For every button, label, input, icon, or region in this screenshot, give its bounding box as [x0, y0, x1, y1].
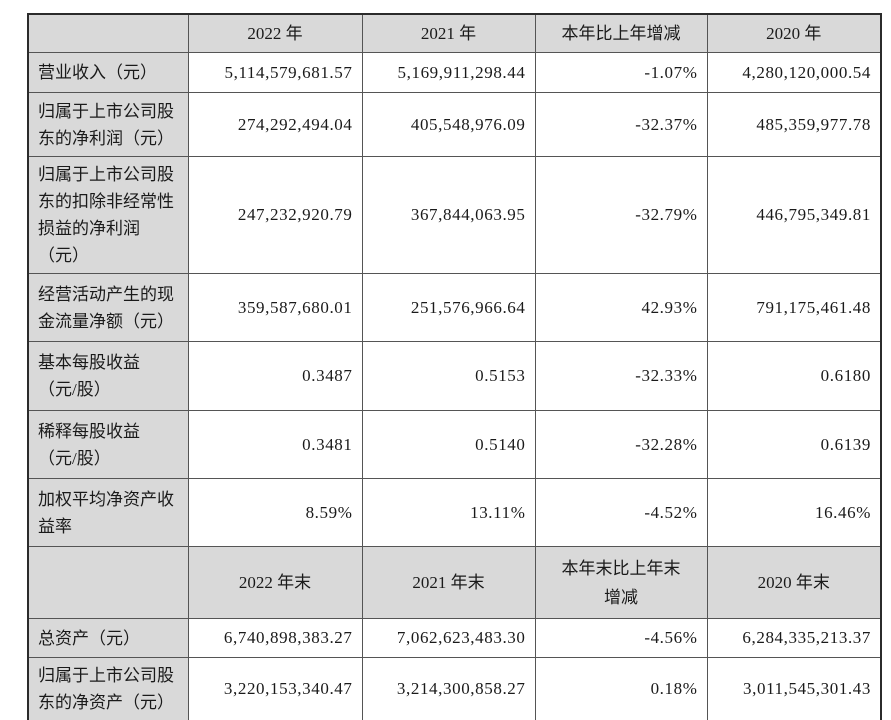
table-row-operating-cash-flow: 经营活动产生的现 金流量净额（元） 359,587,680.01 251,576…: [27, 273, 882, 342]
value-2021: 0.5140: [361, 410, 536, 479]
header-row-yearend: 2022 年末 2021 年末 本年末比上年末 增减 2020 年末: [27, 546, 882, 619]
value-change: -4.56%: [534, 618, 708, 658]
header-yoy-change: 本年比上年增减: [534, 13, 708, 53]
header-blank-cell: [27, 546, 189, 619]
row-label: 总资产（元）: [27, 618, 189, 658]
value-2020: 791,175,461.48: [706, 273, 882, 342]
value-2021: 5,169,911,298.44: [361, 52, 536, 93]
value-2021: 7,062,623,483.30: [361, 618, 536, 658]
table-row-diluted-eps: 稀释每股收益 （元/股） 0.3481 0.5140 -32.28% 0.613…: [27, 410, 882, 479]
value-2022: 5,114,579,681.57: [187, 52, 363, 93]
row-label: 稀释每股收益 （元/股）: [27, 410, 189, 479]
value-2020: 0.6139: [706, 410, 882, 479]
financial-summary-table: 2022 年 2021 年 本年比上年增减 2020 年 营业收入（元） 5,1…: [27, 13, 882, 720]
value-change: -32.37%: [534, 92, 708, 157]
header-2021: 2021 年: [361, 13, 536, 53]
value-2021: 0.5153: [361, 341, 536, 411]
row-label: 加权平均净资产收 益率: [27, 478, 189, 547]
header-blank-cell: [27, 13, 189, 53]
value-2021: 3,214,300,858.27: [361, 657, 536, 720]
value-2021: 405,548,976.09: [361, 92, 536, 157]
value-2020: 3,011,545,301.43: [706, 657, 882, 720]
row-label: 归属于上市公司股 东的扣除非经常性 损益的净利润 （元）: [27, 156, 189, 274]
value-2020: 485,359,977.78: [706, 92, 882, 157]
table-row-net-assets: 归属于上市公司股 东的净资产（元） 3,220,153,340.47 3,214…: [27, 657, 882, 720]
table-row-basic-eps: 基本每股收益 （元/股） 0.3487 0.5153 -32.33% 0.618…: [27, 341, 882, 411]
value-change: -32.28%: [534, 410, 708, 479]
table-row-operating-revenue: 营业收入（元） 5,114,579,681.57 5,169,911,298.4…: [27, 52, 882, 93]
value-2022: 359,587,680.01: [187, 273, 363, 342]
row-label: 归属于上市公司股 东的净资产（元）: [27, 657, 189, 720]
value-2020: 16.46%: [706, 478, 882, 547]
value-2022: 0.3481: [187, 410, 363, 479]
header-2020: 2020 年: [706, 13, 882, 53]
value-change: 0.18%: [534, 657, 708, 720]
value-change: -32.33%: [534, 341, 708, 411]
header-yearend-change: 本年末比上年末 增减: [534, 546, 708, 619]
value-2020: 446,795,349.81: [706, 156, 882, 274]
value-2022: 8.59%: [187, 478, 363, 547]
table-row-weighted-avg-roe: 加权平均净资产收 益率 8.59% 13.11% -4.52% 16.46%: [27, 478, 882, 547]
header-2020-yearend: 2020 年末: [706, 546, 882, 619]
value-2020: 4,280,120,000.54: [706, 52, 882, 93]
value-2020: 0.6180: [706, 341, 882, 411]
table-row-net-profit: 归属于上市公司股 东的净利润（元） 274,292,494.04 405,548…: [27, 92, 882, 157]
row-label: 营业收入（元）: [27, 52, 189, 93]
table-row-net-profit-excl-nonrecurring: 归属于上市公司股 东的扣除非经常性 损益的净利润 （元） 247,232,920…: [27, 156, 882, 274]
value-2021: 367,844,063.95: [361, 156, 536, 274]
value-2022: 6,740,898,383.27: [187, 618, 363, 658]
header-2021-yearend: 2021 年末: [361, 546, 536, 619]
value-2022: 3,220,153,340.47: [187, 657, 363, 720]
value-change: -32.79%: [534, 156, 708, 274]
value-change: -1.07%: [534, 52, 708, 93]
value-2020: 6,284,335,213.37: [706, 618, 882, 658]
value-change: -4.52%: [534, 478, 708, 547]
row-label: 归属于上市公司股 东的净利润（元）: [27, 92, 189, 157]
value-2021: 251,576,966.64: [361, 273, 536, 342]
row-label: 经营活动产生的现 金流量净额（元）: [27, 273, 189, 342]
header-2022-yearend: 2022 年末: [187, 546, 363, 619]
value-2022: 247,232,920.79: [187, 156, 363, 274]
value-2021: 13.11%: [361, 478, 536, 547]
header-row-annual: 2022 年 2021 年 本年比上年增减 2020 年: [27, 13, 882, 53]
value-2022: 0.3487: [187, 341, 363, 411]
value-change: 42.93%: [534, 273, 708, 342]
header-2022: 2022 年: [187, 13, 363, 53]
table-row-total-assets: 总资产（元） 6,740,898,383.27 7,062,623,483.30…: [27, 618, 882, 658]
value-2022: 274,292,494.04: [187, 92, 363, 157]
row-label: 基本每股收益 （元/股）: [27, 341, 189, 411]
